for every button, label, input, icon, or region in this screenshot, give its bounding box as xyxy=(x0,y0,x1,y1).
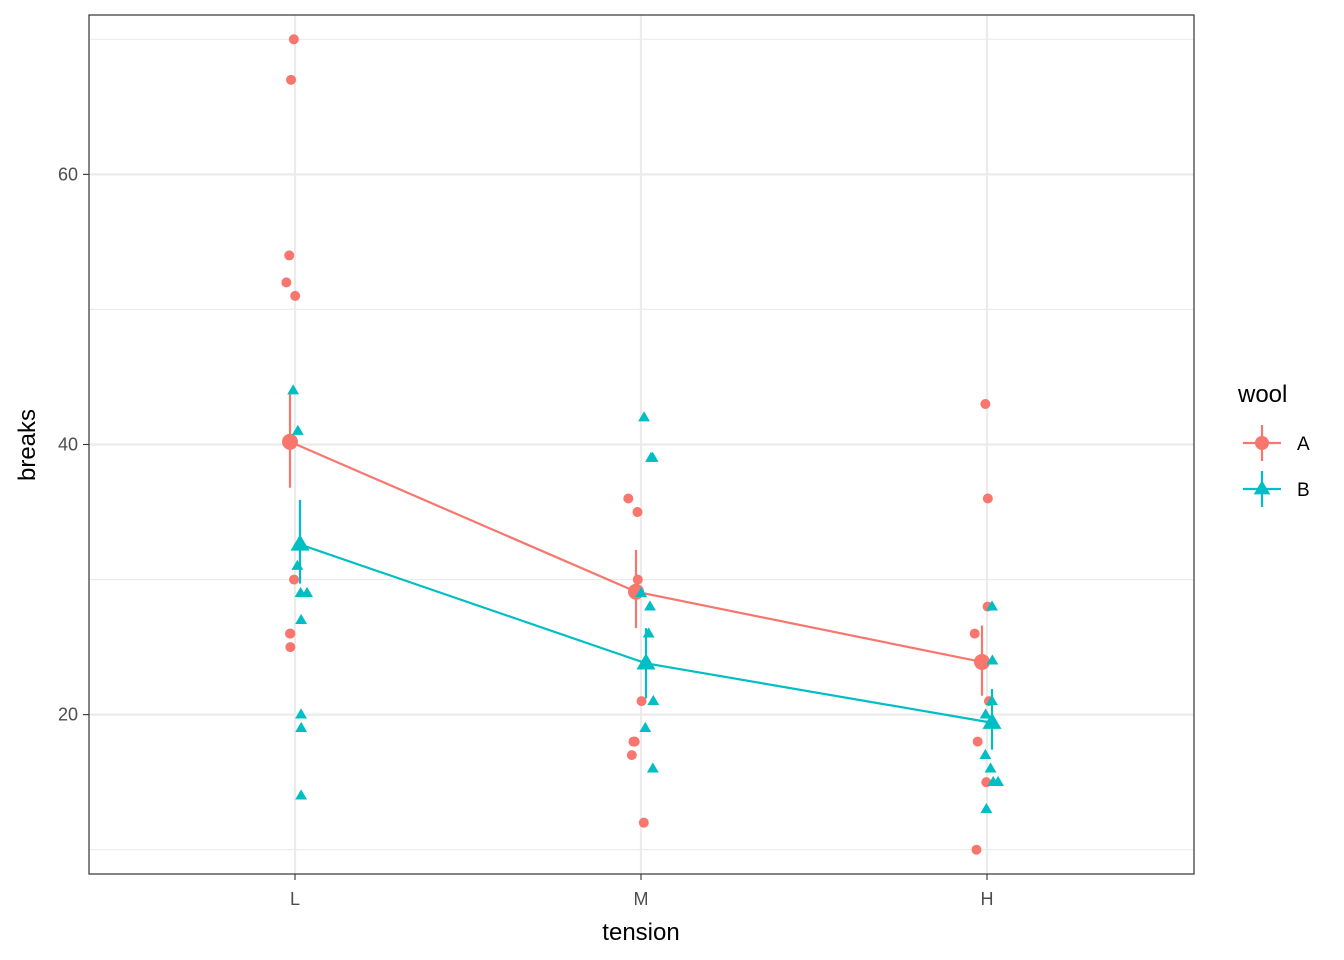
data-point xyxy=(979,748,992,760)
mean-point xyxy=(290,534,310,551)
data-point xyxy=(629,736,640,747)
data-point xyxy=(647,694,660,705)
legend-title: wool xyxy=(1237,381,1287,408)
data-point xyxy=(295,789,308,800)
grid xyxy=(89,15,1194,874)
data-point xyxy=(284,250,295,261)
axes: 20 40 60 L M H xyxy=(58,164,994,909)
data-point xyxy=(286,74,297,85)
y-tick-label: 20 xyxy=(58,705,78,725)
data-point xyxy=(638,817,649,828)
data-point xyxy=(295,613,308,624)
data-point xyxy=(635,586,648,597)
mean-point xyxy=(974,653,990,670)
data-point xyxy=(623,493,634,504)
data-point xyxy=(971,844,982,855)
data-point xyxy=(969,628,980,639)
data-point xyxy=(636,696,647,707)
data-point xyxy=(290,290,301,301)
data-point xyxy=(987,775,1000,787)
legend-label: A xyxy=(1297,434,1310,455)
data-point xyxy=(289,574,300,585)
legend-label: B xyxy=(1297,480,1310,501)
data-point xyxy=(632,574,643,585)
legend-item-A: A xyxy=(1243,425,1310,461)
data-point xyxy=(295,721,308,733)
data-point xyxy=(979,708,992,719)
data-point xyxy=(291,424,304,435)
y-tick-label: 40 xyxy=(58,435,78,455)
series-B xyxy=(287,384,1004,814)
data-point xyxy=(632,507,643,518)
x-tick-label: H xyxy=(981,889,994,909)
data-point xyxy=(285,642,296,653)
data-point xyxy=(638,411,650,422)
mean-point xyxy=(636,653,656,670)
x-tick-label: M xyxy=(634,889,649,909)
series-layer xyxy=(281,34,1004,855)
data-point xyxy=(287,384,300,395)
data-point xyxy=(972,736,983,747)
data-point xyxy=(281,277,292,288)
legend: wool A B xyxy=(1237,381,1310,507)
data-point xyxy=(984,762,997,773)
mean-point xyxy=(982,712,1002,729)
data-point xyxy=(980,398,991,409)
legend-marker xyxy=(1255,436,1269,450)
data-point xyxy=(645,451,657,462)
data-point xyxy=(639,721,652,733)
data-point xyxy=(646,762,659,773)
y-axis-title: breaks xyxy=(14,409,41,481)
data-point xyxy=(980,802,993,814)
data-point xyxy=(986,654,999,665)
data-point xyxy=(644,600,656,611)
y-tick-label: 60 xyxy=(58,164,78,184)
x-axis-title: tension xyxy=(602,919,679,946)
legend-marker xyxy=(1253,480,1271,495)
data-point xyxy=(285,628,296,639)
data-point xyxy=(288,34,299,45)
mean-point xyxy=(282,433,298,450)
data-point xyxy=(294,586,307,597)
series-A xyxy=(281,34,994,855)
legend-item-B: B xyxy=(1243,471,1310,507)
data-point xyxy=(982,493,993,504)
x-tick-label: L xyxy=(290,889,300,909)
data-point xyxy=(626,750,637,761)
data-point xyxy=(986,600,998,611)
data-point xyxy=(295,708,308,719)
